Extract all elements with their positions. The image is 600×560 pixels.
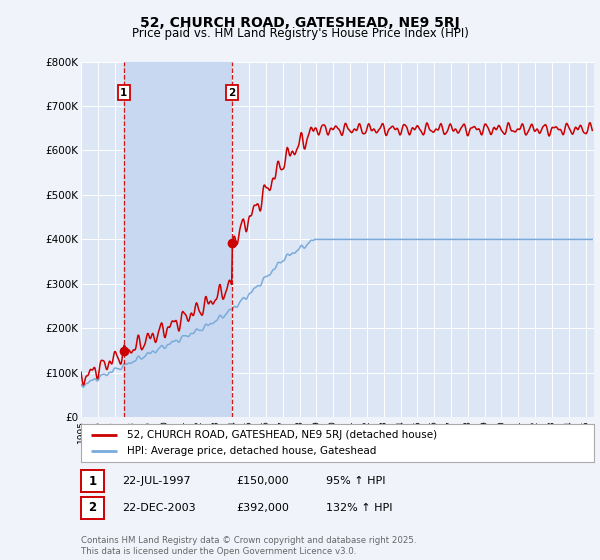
Text: Contains HM Land Registry data © Crown copyright and database right 2025.
This d: Contains HM Land Registry data © Crown c…	[81, 536, 416, 556]
Text: 1: 1	[120, 88, 128, 97]
Text: 22-DEC-2003: 22-DEC-2003	[122, 503, 196, 513]
Text: Price paid vs. HM Land Registry's House Price Index (HPI): Price paid vs. HM Land Registry's House …	[131, 27, 469, 40]
Text: 52, CHURCH ROAD, GATESHEAD, NE9 5RJ: 52, CHURCH ROAD, GATESHEAD, NE9 5RJ	[140, 16, 460, 30]
Text: £392,000: £392,000	[236, 503, 289, 513]
Text: 22-JUL-1997: 22-JUL-1997	[122, 476, 190, 486]
Bar	[124, 62, 232, 417]
Text: £150,000: £150,000	[236, 476, 289, 486]
Text: 95% ↑ HPI: 95% ↑ HPI	[326, 476, 385, 486]
Text: 2: 2	[228, 88, 235, 97]
Text: 132% ↑ HPI: 132% ↑ HPI	[326, 503, 392, 513]
Text: 52, CHURCH ROAD, GATESHEAD, NE9 5RJ (detached house): 52, CHURCH ROAD, GATESHEAD, NE9 5RJ (det…	[127, 430, 437, 440]
Text: HPI: Average price, detached house, Gateshead: HPI: Average price, detached house, Gate…	[127, 446, 377, 456]
Text: 1: 1	[88, 474, 97, 488]
Text: 2: 2	[88, 501, 97, 515]
